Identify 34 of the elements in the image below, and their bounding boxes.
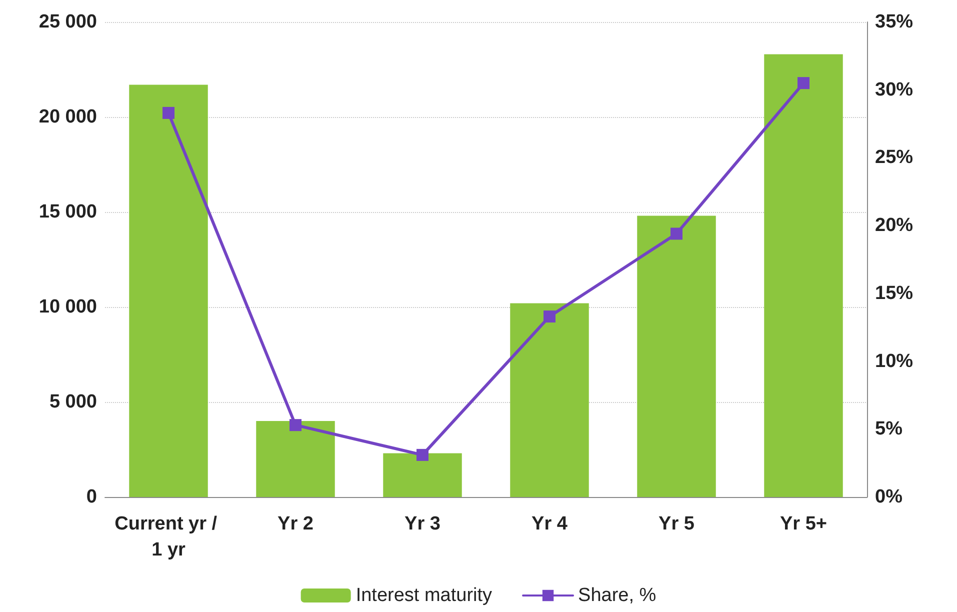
y2-tick-label: 5%	[875, 418, 903, 440]
y-tick-label: 0	[86, 486, 97, 508]
bar	[383, 453, 462, 497]
point	[290, 419, 302, 432]
y-tick-label: 10 000	[38, 296, 97, 318]
x-tick-label: Current yr / 1 yr	[114, 514, 222, 560]
y2-tick-label: 10%	[875, 350, 914, 372]
bar	[637, 216, 716, 497]
legend-label: Interest maturity	[356, 585, 493, 606]
x-tick-label: Yr 3	[404, 514, 440, 534]
x-tick-label: Yr 5	[658, 514, 695, 534]
bar	[129, 84, 208, 497]
bar	[764, 54, 843, 497]
point	[416, 448, 428, 461]
y2-tick-label: 35%	[875, 12, 914, 32]
bar	[256, 421, 335, 497]
y2-tick-label: 15%	[875, 282, 914, 304]
y2-tick-label: 30%	[875, 79, 914, 100]
bar	[510, 303, 589, 497]
y-tick-label: 15 000	[38, 202, 97, 222]
point	[670, 228, 682, 240]
x-tick-label: Yr 2	[278, 514, 314, 534]
x-tick-label: Yr 5+	[780, 514, 828, 534]
point	[798, 77, 810, 90]
legend-label: Share, %	[578, 585, 656, 606]
y-tick-label: 20 000	[38, 106, 97, 128]
y2-tick-label: 25%	[875, 147, 914, 168]
y2-tick-label: 20%	[875, 215, 914, 236]
y-tick-label: 5 000	[49, 392, 97, 412]
point	[162, 106, 174, 119]
x-tick-label: Yr 4	[532, 514, 568, 534]
y-tick-label: 25 000	[38, 12, 97, 32]
point	[544, 310, 556, 322]
y2-tick-label: 0%	[875, 486, 903, 508]
